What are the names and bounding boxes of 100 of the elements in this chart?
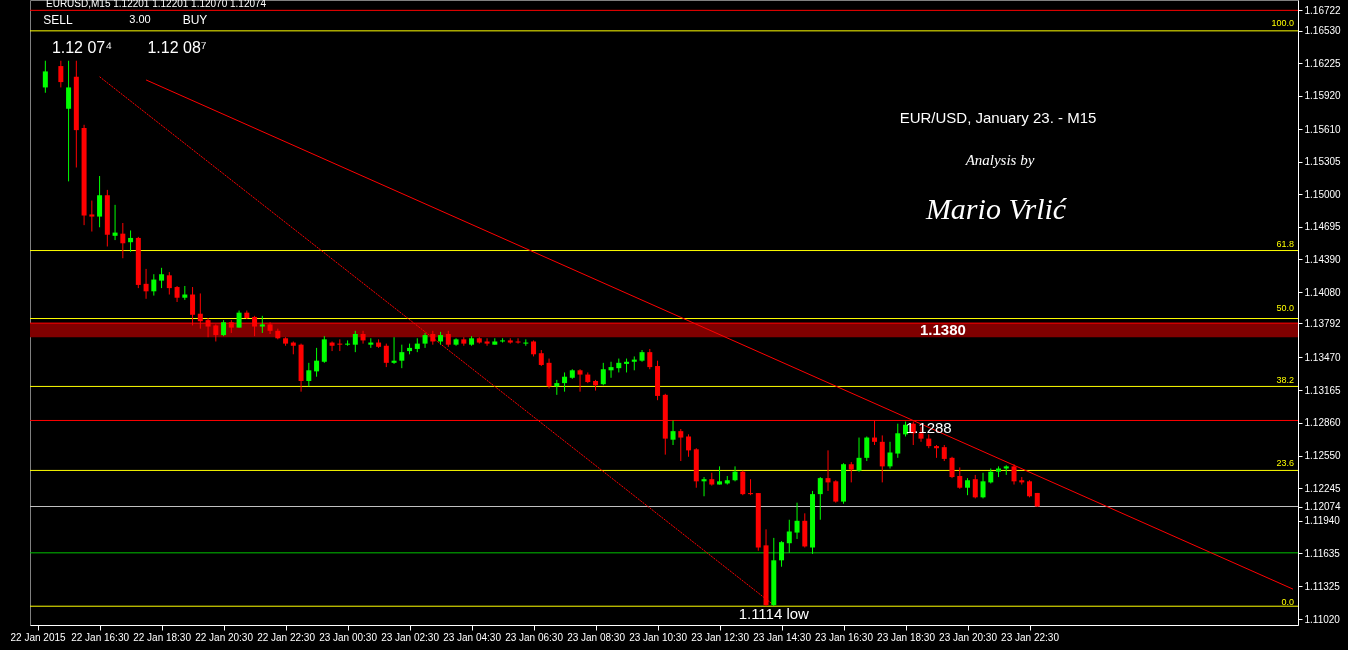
y-tick-label: 1.15610	[1304, 123, 1342, 135]
candlestick	[58, 60, 64, 88]
candlestick	[895, 423, 901, 459]
candlestick	[608, 361, 614, 379]
y-tick-label: 1.11940	[1304, 515, 1341, 527]
candlestick	[97, 175, 103, 228]
x-tick-label: 23 Jan 04:30	[443, 631, 502, 643]
y-tick-label: 1.12245	[1304, 482, 1342, 494]
candlestick	[670, 419, 676, 446]
candlestick	[600, 362, 606, 386]
x-tick-label: 23 Jan 18:30	[877, 631, 936, 643]
annotation: 0.0	[1281, 597, 1294, 607]
candlestick	[577, 368, 583, 393]
annotation: 3.00	[129, 13, 151, 25]
y-tick-label: 1.14695	[1304, 221, 1342, 233]
candlestick	[345, 339, 351, 347]
candlestick	[647, 348, 653, 370]
x-tick-label: 23 Jan 10:30	[629, 631, 688, 643]
annotation: 1.12 08⁷	[147, 39, 207, 56]
y-tick-label: 1.16530	[1304, 25, 1342, 37]
annotation: 100.0	[1271, 18, 1294, 28]
candlestick	[562, 371, 568, 393]
candlestick	[957, 466, 963, 490]
annotation: 38.2	[1276, 375, 1294, 385]
candlestick	[112, 204, 118, 241]
candlestick	[786, 519, 792, 554]
y-tick-label: 1.16722	[1304, 4, 1342, 16]
y-tick-label: 1.12550	[1304, 450, 1342, 462]
candlestick	[833, 479, 839, 504]
x-tick-label: 22 Jan 2015	[10, 631, 67, 643]
candlestick	[732, 465, 738, 482]
candlestick	[151, 273, 157, 297]
candlestick	[864, 435, 870, 462]
x-tick-label: 23 Jan 02:30	[381, 631, 440, 643]
annotation: 1.1114 low	[738, 605, 810, 623]
annotation: 50.0	[1276, 303, 1294, 313]
y-tick-label: 1.15000	[1304, 188, 1342, 200]
y-tick-label: 1.11020	[1304, 613, 1341, 625]
annotation: Analysis by	[964, 152, 1035, 168]
y-tick-label: 1.13792	[1304, 317, 1342, 329]
x-tick-label: 23 Jan 06:30	[505, 631, 564, 643]
y-tick-label: 1.14080	[1304, 286, 1342, 298]
annotation: Mario Vrlić	[924, 192, 1068, 225]
y-tick-label: 1.16225	[1304, 57, 1342, 69]
candlestick	[686, 433, 692, 458]
x-tick-label: 22 Jan 20:30	[195, 631, 254, 643]
candlestick	[89, 200, 95, 233]
candlestick	[128, 229, 134, 253]
candlestick	[949, 456, 955, 479]
annotation: BUY	[182, 13, 208, 27]
y-tick-label: 1.14390	[1304, 253, 1342, 265]
candlestick	[748, 478, 754, 496]
y-tick-label: 1.11325	[1304, 580, 1341, 592]
candlestick	[321, 335, 327, 364]
candlestick	[515, 337, 521, 345]
candlestick	[143, 268, 149, 300]
y-tick-label: 1.13470	[1304, 351, 1342, 363]
annotation: 1.12 07⁴	[51, 39, 113, 56]
candlestick	[980, 472, 986, 499]
band-label: 1.1380	[920, 321, 966, 339]
candlestick	[825, 449, 831, 492]
candlestick	[42, 60, 48, 94]
x-tick-label: 22 Jan 18:30	[133, 631, 192, 643]
candlestick	[159, 267, 165, 289]
candlestick	[701, 476, 707, 497]
x-tick-label: 23 Jan 22:30	[1001, 631, 1060, 643]
x-tick-label: 23 Jan 20:30	[939, 631, 998, 643]
candlestick	[352, 330, 358, 353]
candlestick	[856, 437, 862, 473]
candlestick	[887, 441, 893, 470]
candlestick	[484, 337, 490, 347]
x-tick-label: 23 Jan 00:30	[319, 631, 378, 643]
annotation: EUR/USD, January 23. - M15	[899, 109, 1097, 126]
annotation: 23.6	[1276, 458, 1294, 468]
x-tick-label: 23 Jan 14:30	[753, 631, 812, 643]
candlestick	[383, 343, 389, 368]
y-tick-label: 1.12074	[1304, 501, 1342, 513]
candlestick	[314, 347, 320, 378]
y-tick-label: 1.12860	[1304, 417, 1342, 429]
candlestick	[306, 362, 312, 387]
x-tick-label: 23 Jan 16:30	[815, 631, 874, 643]
annotation: 61.8	[1276, 239, 1294, 249]
x-tick-label: 22 Jan 16:30	[71, 631, 130, 643]
candlestick	[337, 338, 343, 352]
candlestick	[1011, 463, 1017, 486]
y-tick-label: 1.15305	[1304, 156, 1342, 168]
x-tick-label: 23 Jan 08:30	[567, 631, 626, 643]
candlestick	[972, 474, 978, 499]
candlestick	[66, 60, 72, 182]
candlestick	[794, 502, 800, 540]
candlestick	[546, 358, 552, 389]
candlestick	[523, 338, 529, 347]
candlestick	[848, 461, 854, 483]
candlestick	[391, 336, 397, 365]
y-tick-label: 1.15920	[1304, 90, 1342, 102]
candlestick	[779, 540, 785, 568]
candlestick	[399, 344, 405, 369]
y-tick-label: 1.11635	[1304, 547, 1341, 559]
candlestick	[500, 337, 506, 344]
y-tick-label: 1.13165	[1304, 384, 1342, 396]
